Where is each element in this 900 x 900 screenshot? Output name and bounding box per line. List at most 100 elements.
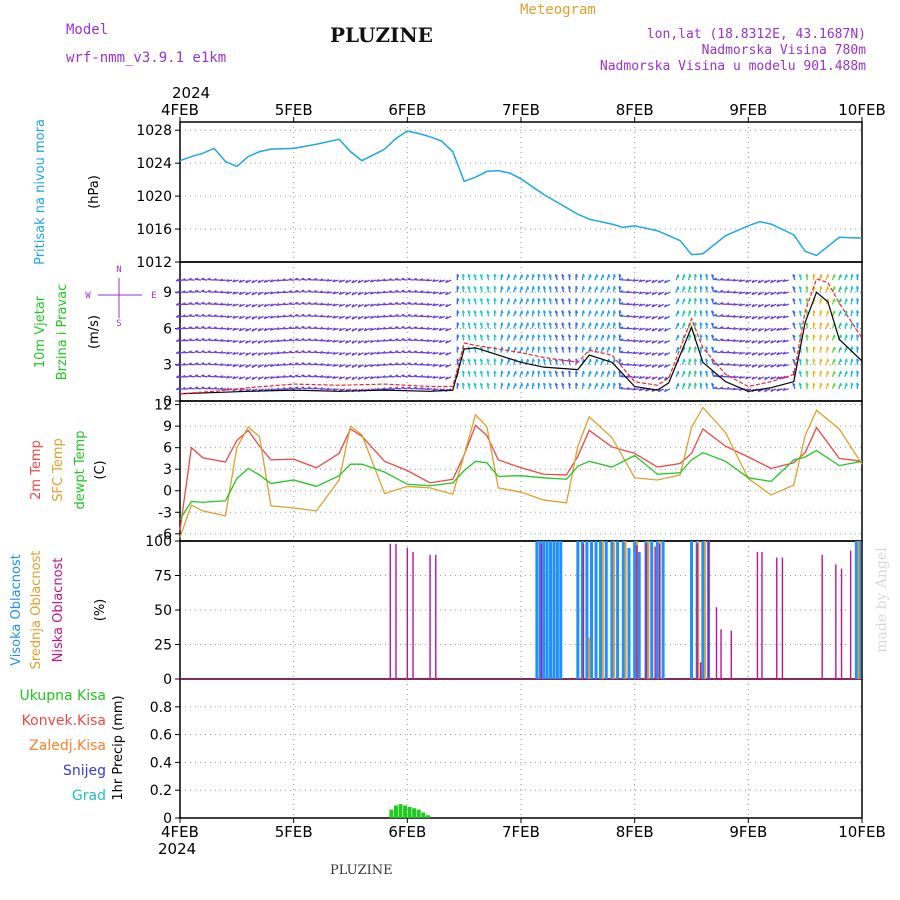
wind-arrow-head: [689, 274, 692, 278]
wind-arrow-head: [232, 363, 236, 367]
wind-arrow-head: [419, 290, 424, 293]
wind-arrow-head: [467, 358, 471, 362]
wind-arrow-head: [851, 358, 854, 362]
wind-arrow-head: [589, 358, 592, 363]
wind-arrow-head: [820, 370, 823, 374]
wind-arrow-head: [467, 382, 471, 386]
wind-arrow-head: [213, 362, 217, 366]
wind-arrow-head: [851, 346, 854, 350]
wind-arrow-head: [532, 370, 535, 374]
wind-arrow-head: [194, 350, 199, 353]
wind-arrow-head: [275, 387, 280, 391]
wind-arrow-head: [288, 289, 292, 293]
wind-arrow-head: [683, 274, 686, 278]
wind-arrow-head: [626, 302, 630, 306]
wind-arrow-head: [213, 290, 217, 293]
wind-arrow-head: [369, 351, 373, 355]
wind-arrow-head: [338, 364, 342, 368]
wind-arrow-head: [683, 286, 686, 290]
wind-arrow-head: [238, 388, 242, 392]
wind-arrow-head: [561, 334, 565, 338]
wind-arrow-head: [689, 298, 692, 302]
wind-arrow-head: [479, 273, 484, 277]
wind-arrow-head: [357, 304, 361, 308]
wind-arrow-head: [757, 316, 761, 320]
wind-arrow-head: [394, 350, 399, 353]
wind-arrow-head: [632, 278, 636, 282]
wind-arrow-head: [711, 286, 715, 290]
wind-arrow-head: [345, 376, 348, 380]
wind-arrow-head: [332, 303, 336, 307]
wind-arrow-head: [645, 364, 648, 368]
wind-arrow-head: [619, 386, 624, 390]
wind-arrow-head: [589, 322, 592, 326]
wind-arrow-head: [589, 370, 592, 375]
wind-arrow-head: [537, 273, 541, 278]
cloud-low-bar: [645, 543, 647, 679]
wind-arrow-head: [575, 322, 579, 326]
wind-arrow-head: [589, 334, 592, 338]
wind-arrow-head: [401, 386, 405, 389]
wind-arrow-head: [532, 273, 535, 278]
wind-arrow-head: [175, 375, 180, 379]
cloud-high-bar: [690, 541, 693, 679]
wind-arrow-head: [388, 338, 392, 341]
wind-arrow-head: [467, 310, 471, 314]
temp-unit: (C): [93, 460, 108, 479]
wind-arrow-head: [776, 327, 780, 331]
wind-arrow-head: [537, 310, 541, 314]
wind-arrow-head: [245, 340, 248, 344]
wind-arrow-head: [257, 376, 261, 380]
wind-arrow-head: [201, 277, 205, 280]
wind-arrow-head: [776, 315, 780, 319]
wind-arrow-head: [792, 286, 796, 290]
wind-arrow-head: [589, 274, 592, 278]
wind-arrow-head: [225, 375, 230, 379]
wind-arrow-head: [357, 352, 361, 356]
wind-arrow-head: [732, 278, 736, 282]
wind-arrow-head: [486, 382, 490, 386]
wind-arrow-head: [805, 273, 809, 277]
wind-arrow-head: [618, 310, 622, 314]
pressure-ytick-label: 1012: [136, 255, 172, 271]
wind-arrow-head: [207, 362, 211, 365]
wind-arrow-head: [856, 346, 860, 350]
wind-arrow-head: [479, 298, 484, 302]
wind-arrow-head: [401, 338, 405, 341]
wind-arrow-head: [294, 374, 299, 377]
wind-arrow-head: [319, 314, 323, 318]
wind-arrow-head: [663, 279, 667, 284]
temp-sfc-line: [179, 406, 863, 538]
wind-arrow-head: [827, 370, 830, 375]
wind-arrow-head: [182, 314, 186, 317]
wind-arrow-head: [456, 358, 460, 362]
wind-arrow-head: [473, 274, 477, 277]
wind-arrow-head: [501, 322, 504, 326]
cloud-high-bar: [545, 541, 549, 679]
wind-arrow-head: [770, 316, 774, 320]
wind-arrow-head: [413, 338, 417, 341]
wind-arrow-head: [845, 286, 848, 290]
cloud-high-bar: [701, 541, 705, 679]
wind-arrow-head: [445, 352, 448, 356]
wind-arrow-head: [651, 340, 655, 344]
wind-arrow-head: [711, 273, 715, 277]
wind-arrow-head: [537, 358, 541, 362]
wind-arrow-head: [820, 346, 823, 350]
wind-arrow-head: [638, 291, 642, 295]
wind-arrow-head: [486, 285, 490, 290]
wind-arrow-head: [338, 327, 342, 332]
wind-arrow-head: [711, 370, 715, 374]
wind-arrow-head: [369, 279, 373, 283]
wind-arrow-head: [845, 370, 848, 375]
wind-arrow-head: [764, 376, 767, 380]
wind-arrow-head: [456, 273, 460, 278]
wind-arrow-head: [338, 388, 342, 392]
wind-arrow-head: [711, 310, 715, 314]
wind-arrow-head: [301, 277, 305, 280]
wind-arrow-head: [663, 304, 667, 308]
wind-arrow-head: [694, 273, 698, 278]
wind-arrow-head: [543, 346, 547, 350]
wind-arrow-head: [651, 376, 655, 380]
cloud-high-bar: [589, 541, 593, 679]
